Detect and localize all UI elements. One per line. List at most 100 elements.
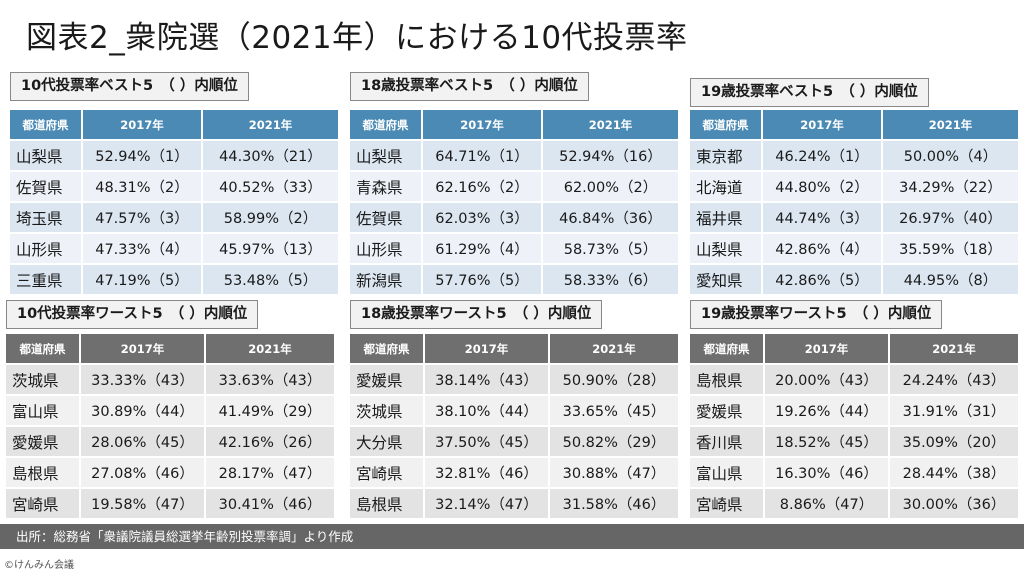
prefecture-cell: 富山県 — [690, 456, 765, 487]
prefecture-cell: 佐賀県 — [10, 170, 83, 201]
table-row: 北海道 44.80%（2） 34.29%（22） — [690, 170, 1018, 201]
rate-2021-cell: 33.65%（45） — [550, 394, 678, 425]
ranking-table: 都道府県 2017年 2021年 山梨県 52.94%（1） 44.30%（21） … — [10, 110, 338, 294]
table-row: 愛媛県 38.14%（43） 50.90%（28） — [350, 363, 678, 394]
panel-label: 18歳投票率ワースト5 （ ）内順位 — [350, 300, 603, 329]
header-2021: 2021年 — [550, 334, 678, 363]
rate-2021-cell: 52.94%（16） — [543, 139, 678, 170]
prefecture-cell: 愛知県 — [690, 263, 763, 294]
rate-2021-cell: 58.33%（6） — [543, 263, 678, 294]
panel-10s-best: 10代投票率ベスト5 （ ）内順位 都道府県 2017年 2021年 山梨県 52… — [10, 72, 338, 298]
rate-2017-cell: 47.33%（4） — [83, 232, 203, 263]
rate-2021-cell: 44.30%（21） — [203, 139, 338, 170]
table-row: 新潟県 57.76%（5） 58.33%（6） — [350, 263, 678, 294]
rate-2021-cell: 31.58%（46） — [550, 487, 678, 518]
table-row: 香川県 18.52%（45） 35.09%（20） — [690, 425, 1018, 456]
header-2017: 2017年 — [765, 334, 890, 363]
table-row: 茨城県 38.10%（44） 33.65%（45） — [350, 394, 678, 425]
rate-2021-cell: 42.16%（26） — [206, 425, 334, 456]
rate-2017-cell: 52.94%（1） — [83, 139, 203, 170]
panel-18-best: 18歳投票率ベスト5 （ ）内順位 都道府県 2017年 2021年 山梨県 64… — [350, 72, 678, 298]
prefecture-cell: 山形県 — [350, 232, 423, 263]
header-prefecture: 都道府県 — [6, 334, 81, 363]
prefecture-cell: 三重県 — [10, 263, 83, 294]
prefecture-cell: 山形県 — [10, 232, 83, 263]
rate-2017-cell: 46.24%（1） — [763, 139, 883, 170]
rate-2021-cell: 30.00%（36） — [890, 487, 1018, 518]
table-row: 東京都 46.24%（1） 50.00%（4） — [690, 139, 1018, 170]
prefecture-cell: 宮崎県 — [350, 456, 425, 487]
table-row: 愛媛県 19.26%（44） 31.91%（31） — [690, 394, 1018, 425]
panel-10s-worst: 10代投票率ワースト5 （ ）内順位 都道府県 2017年 2021年 茨城県 3… — [6, 300, 334, 520]
panel-19-worst: 19歳投票率ワースト5 （ ）内順位 都道府県 2017年 2021年 島根県 2… — [690, 300, 1018, 520]
rate-2017-cell: 47.19%（5） — [83, 263, 203, 294]
rate-2021-cell: 44.95%（8） — [883, 263, 1018, 294]
header-2021: 2021年 — [890, 334, 1018, 363]
table-row: 山形県 47.33%（4） 45.97%（13） — [10, 232, 338, 263]
rate-2017-cell: 16.30%（46） — [765, 456, 890, 487]
rate-2021-cell: 53.48%（5） — [203, 263, 338, 294]
table-row: 愛媛県 28.06%（45） 42.16%（26） — [6, 425, 334, 456]
rate-2017-cell: 28.06%（45） — [81, 425, 206, 456]
rate-2021-cell: 33.63%（43） — [206, 363, 334, 394]
ranking-table: 都道府県 2017年 2021年 島根県 20.00%（43） 24.24%（43）… — [690, 334, 1018, 518]
rate-2021-cell: 50.82%（29） — [550, 425, 678, 456]
table-row: 埼玉県 47.57%（3） 58.99%（2） — [10, 201, 338, 232]
rate-2021-cell: 30.88%（47） — [550, 456, 678, 487]
prefecture-cell: 富山県 — [6, 394, 81, 425]
table-row: 大分県 37.50%（45） 50.82%（29） — [350, 425, 678, 456]
prefecture-cell: 茨城県 — [350, 394, 425, 425]
copyright-credit: ©けんみん会議 — [4, 560, 74, 571]
header-prefecture: 都道府県 — [350, 110, 423, 139]
table-row: 福井県 44.74%（3） 26.97%（40） — [690, 201, 1018, 232]
rate-2021-cell: 50.00%（4） — [883, 139, 1018, 170]
table-row: 山梨県 42.86%（4） 35.59%（18） — [690, 232, 1018, 263]
header-2021: 2021年 — [543, 110, 678, 139]
table-row: 山梨県 64.71%（1） 52.94%（16） — [350, 139, 678, 170]
rate-2017-cell: 33.33%（43） — [81, 363, 206, 394]
panel-19-best: 19歳投票率ベスト5 （ ）内順位 都道府県 2017年 2021年 東京都 46… — [690, 72, 1018, 298]
rate-2017-cell: 37.50%（45） — [425, 425, 550, 456]
panel-label: 19歳投票率ベスト5 （ ）内順位 — [690, 78, 929, 107]
panel-label: 18歳投票率ベスト5 （ ）内順位 — [350, 72, 589, 101]
header-2017: 2017年 — [763, 110, 883, 139]
rate-2017-cell: 32.14%（47） — [425, 487, 550, 518]
header-prefecture: 都道府県 — [690, 334, 765, 363]
prefecture-cell: 山梨県 — [10, 139, 83, 170]
rate-2017-cell: 47.57%（3） — [83, 201, 203, 232]
prefecture-cell: 愛媛県 — [690, 394, 765, 425]
table-row: 愛知県 42.86%（5） 44.95%（8） — [690, 263, 1018, 294]
header-prefecture: 都道府県 — [350, 334, 425, 363]
rate-2021-cell: 24.24%（43） — [890, 363, 1018, 394]
rate-2017-cell: 18.52%（45） — [765, 425, 890, 456]
prefecture-cell: 佐賀県 — [350, 201, 423, 232]
rate-2021-cell: 28.17%（47） — [206, 456, 334, 487]
source-note: 出所：総務省「衆議院議員総選挙年齢別投票率調」より作成 — [0, 524, 1024, 549]
rate-2021-cell: 50.90%（28） — [550, 363, 678, 394]
rate-2021-cell: 35.09%（20） — [890, 425, 1018, 456]
rate-2021-cell: 62.00%（2） — [543, 170, 678, 201]
table-row: 茨城県 33.33%（43） 33.63%（43） — [6, 363, 334, 394]
rate-2021-cell: 30.41%（46） — [206, 487, 334, 518]
rate-2017-cell: 64.71%（1） — [423, 139, 543, 170]
rate-2017-cell: 57.76%（5） — [423, 263, 543, 294]
prefecture-cell: 埼玉県 — [10, 201, 83, 232]
prefecture-cell: 福井県 — [690, 201, 763, 232]
header-2021: 2021年 — [883, 110, 1018, 139]
header-2017: 2017年 — [81, 334, 206, 363]
rate-2017-cell: 38.10%（44） — [425, 394, 550, 425]
rate-2021-cell: 34.29%（22） — [883, 170, 1018, 201]
rate-2021-cell: 41.49%（29） — [206, 394, 334, 425]
table-row: 富山県 16.30%（46） 28.44%（38） — [690, 456, 1018, 487]
rate-2021-cell: 28.44%（38） — [890, 456, 1018, 487]
prefecture-cell: 香川県 — [690, 425, 765, 456]
panel-label: 10代投票率ワースト5 （ ）内順位 — [6, 300, 259, 329]
ranking-table: 都道府県 2017年 2021年 東京都 46.24%（1） 50.00%（4） 北… — [690, 110, 1018, 294]
ranking-table: 都道府県 2017年 2021年 茨城県 33.33%（43） 33.63%（43）… — [6, 334, 334, 518]
prefecture-cell: 島根県 — [350, 487, 425, 518]
prefecture-cell: 青森県 — [350, 170, 423, 201]
rate-2021-cell: 31.91%（31） — [890, 394, 1018, 425]
rate-2017-cell: 61.29%（4） — [423, 232, 543, 263]
rate-2021-cell: 35.59%（18） — [883, 232, 1018, 263]
header-2017: 2017年 — [83, 110, 203, 139]
